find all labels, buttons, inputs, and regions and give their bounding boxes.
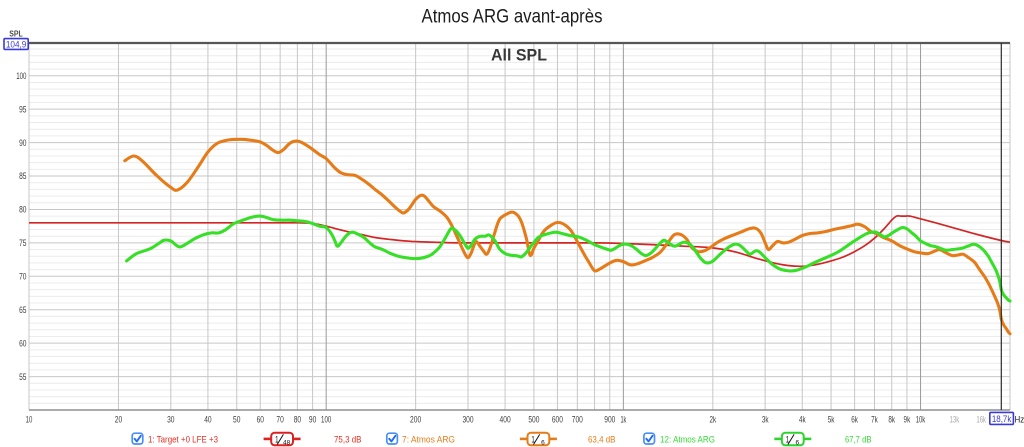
svg-text:65: 65 xyxy=(19,305,26,315)
svg-text:1k: 1k xyxy=(620,415,626,425)
svg-text:400: 400 xyxy=(500,415,511,425)
svg-text:All SPL: All SPL xyxy=(491,46,547,65)
svg-text:70: 70 xyxy=(276,415,283,425)
svg-text:4k: 4k xyxy=(799,415,806,425)
svg-text:100: 100 xyxy=(16,71,26,81)
svg-text:63,4 dB: 63,4 dB xyxy=(588,434,616,445)
svg-text:2k: 2k xyxy=(709,415,716,425)
svg-text:95: 95 xyxy=(19,104,26,114)
svg-text:700: 700 xyxy=(572,415,583,425)
svg-text:30: 30 xyxy=(167,415,174,425)
svg-text:80: 80 xyxy=(294,415,301,425)
svg-text:5k: 5k xyxy=(828,415,835,425)
svg-text:80: 80 xyxy=(19,205,26,215)
svg-text:75: 75 xyxy=(19,238,26,248)
svg-text:Hz: Hz xyxy=(1015,415,1024,425)
svg-text:48: 48 xyxy=(283,439,291,446)
svg-text:Atmos ARG avant-après: Atmos ARG avant-après xyxy=(422,7,603,28)
svg-text:90: 90 xyxy=(19,138,26,148)
svg-text:10k: 10k xyxy=(916,415,926,425)
svg-text:104,9: 104,9 xyxy=(6,39,27,49)
svg-text:67,7 dB: 67,7 dB xyxy=(845,434,872,445)
svg-text:6: 6 xyxy=(795,439,799,446)
svg-text:40: 40 xyxy=(204,415,211,425)
svg-text:60: 60 xyxy=(19,338,26,348)
svg-text:300: 300 xyxy=(462,415,473,425)
svg-text:12: Atmos ARG: 12: Atmos ARG xyxy=(660,434,715,445)
svg-text:200: 200 xyxy=(410,415,421,425)
svg-text:85: 85 xyxy=(19,171,26,181)
svg-text:50: 50 xyxy=(233,415,240,425)
svg-text:1: 1 xyxy=(786,435,789,445)
svg-text:75,3 dB: 75,3 dB xyxy=(334,434,362,445)
svg-text:55: 55 xyxy=(19,372,26,382)
svg-text:6: 6 xyxy=(541,439,545,446)
svg-text:13k: 13k xyxy=(950,415,960,425)
svg-text:90: 90 xyxy=(309,415,316,425)
svg-text:100: 100 xyxy=(321,415,331,425)
svg-text:10: 10 xyxy=(26,415,33,425)
svg-text:7: Atmos ARG: 7: Atmos ARG xyxy=(402,434,455,445)
svg-text:20: 20 xyxy=(115,415,122,425)
svg-text:500: 500 xyxy=(528,415,539,425)
svg-text:9k: 9k xyxy=(904,415,911,425)
svg-text:1: 1 xyxy=(275,435,278,445)
svg-text:8k: 8k xyxy=(888,415,895,425)
svg-text:1: Target +0 LFE +3: 1: Target +0 LFE +3 xyxy=(148,434,218,445)
svg-text:3k: 3k xyxy=(762,415,769,425)
svg-text:900: 900 xyxy=(604,415,615,425)
svg-text:18,7k: 18,7k xyxy=(992,414,1012,424)
svg-text:60: 60 xyxy=(257,415,264,425)
svg-text:600: 600 xyxy=(552,415,563,425)
svg-text:6k: 6k xyxy=(851,415,858,425)
svg-text:7k: 7k xyxy=(871,415,878,425)
svg-text:SPL: SPL xyxy=(9,29,23,38)
svg-text:16k: 16k xyxy=(976,415,986,425)
svg-text:70: 70 xyxy=(19,272,26,282)
svg-text:1: 1 xyxy=(531,435,534,445)
